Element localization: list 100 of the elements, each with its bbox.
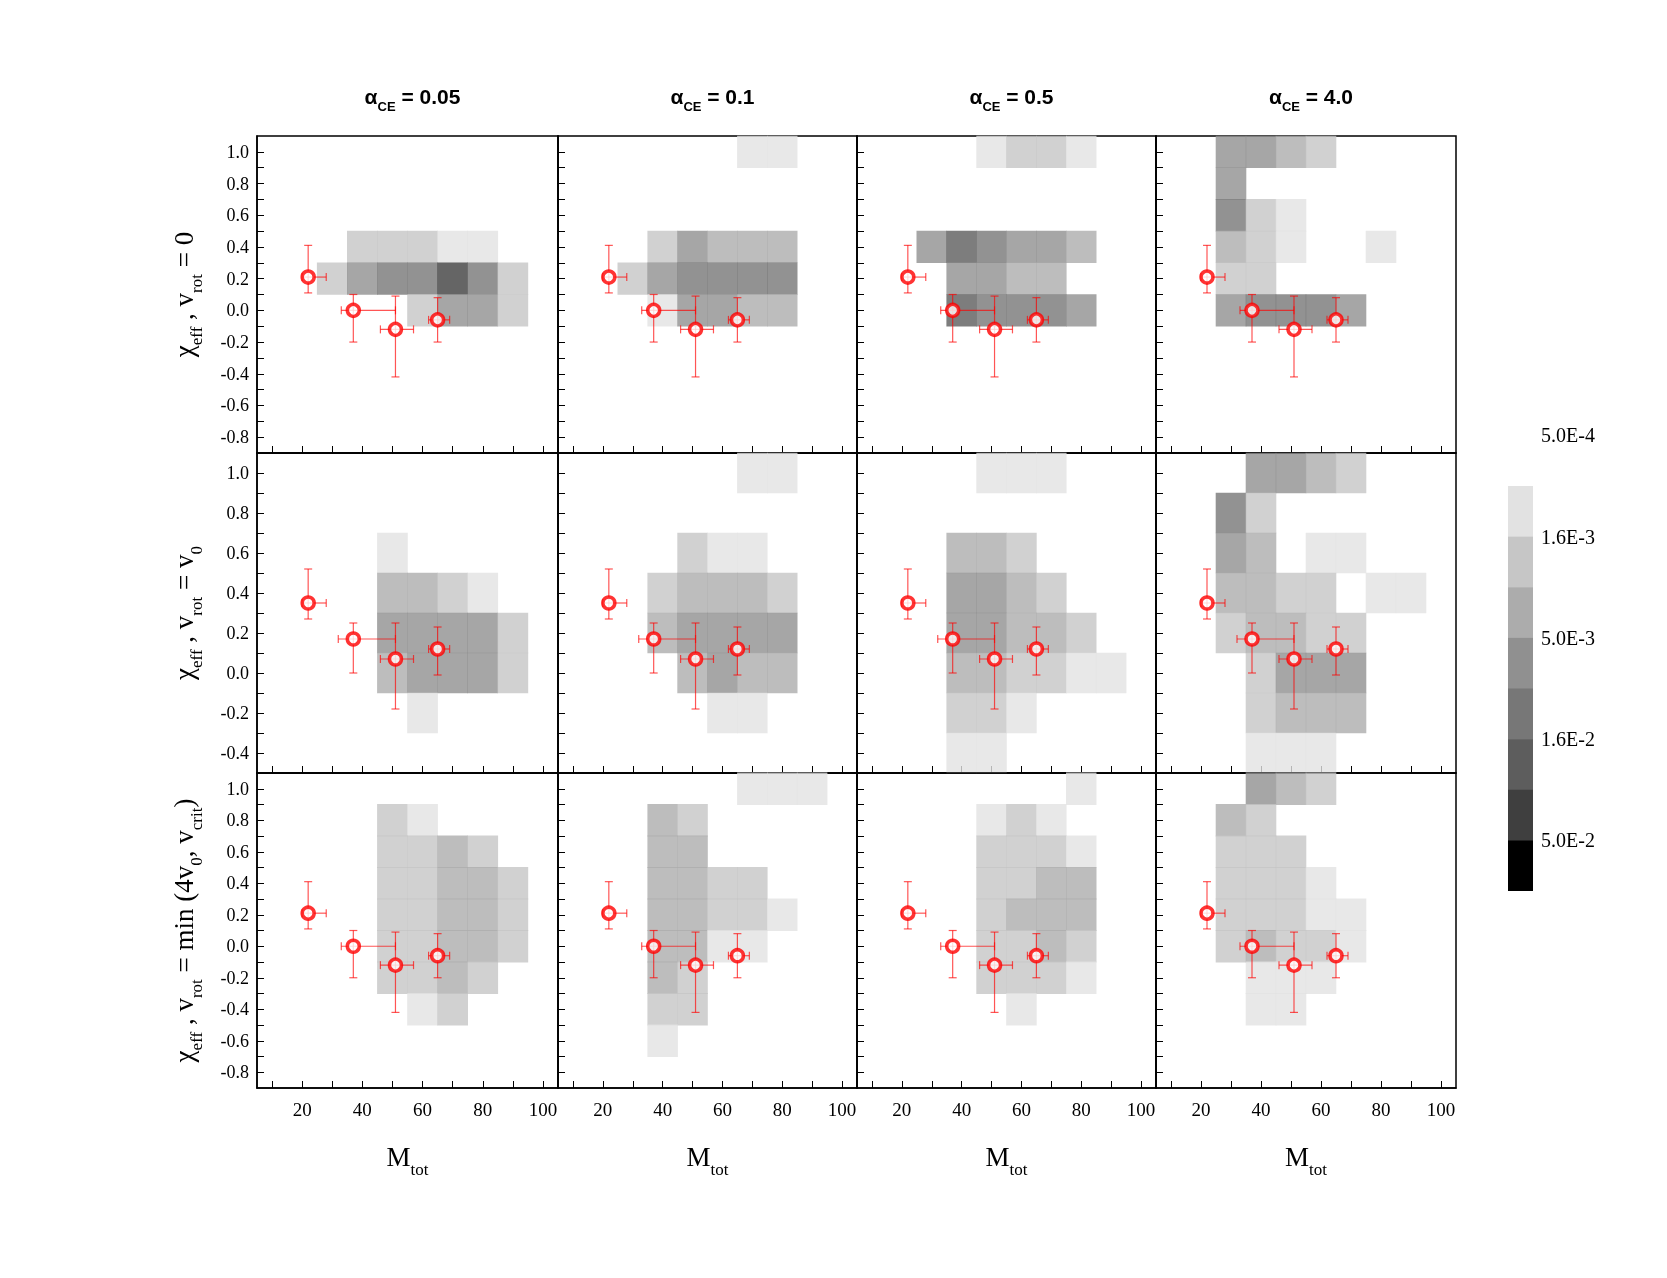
point	[677, 803, 708, 837]
point	[407, 898, 438, 932]
point	[1036, 961, 1067, 995]
point	[767, 898, 798, 932]
point	[1215, 612, 1247, 654]
point	[1006, 612, 1037, 654]
point	[1335, 532, 1367, 574]
point	[467, 866, 499, 900]
point	[316, 262, 348, 295]
point	[677, 612, 708, 654]
point	[1006, 898, 1037, 932]
point	[707, 692, 738, 734]
point	[737, 135, 768, 168]
point	[767, 135, 798, 168]
point	[1036, 835, 1067, 869]
point	[647, 262, 678, 295]
point	[1006, 135, 1037, 168]
point	[737, 898, 768, 932]
point	[1365, 572, 1397, 614]
point	[1305, 961, 1337, 995]
point	[976, 612, 1007, 654]
point	[677, 992, 708, 1026]
y-tick-label: -0.4	[220, 743, 249, 763]
point	[1215, 929, 1247, 963]
point	[916, 230, 947, 264]
point	[437, 652, 468, 694]
point	[796, 772, 828, 806]
y-tick-label: 0.2	[226, 268, 249, 289]
point	[437, 961, 468, 995]
point	[1006, 961, 1037, 995]
point	[601, 595, 617, 611]
point	[407, 612, 438, 654]
point	[1305, 866, 1337, 900]
point	[946, 262, 977, 295]
point	[467, 835, 499, 869]
point	[986, 651, 1003, 667]
point	[707, 898, 738, 932]
point	[1275, 992, 1307, 1026]
point	[767, 572, 798, 614]
point	[1245, 532, 1277, 574]
point	[1328, 947, 1344, 964]
point	[737, 294, 768, 327]
y-tick-label: 1.0	[226, 141, 249, 162]
point	[407, 230, 438, 264]
point	[976, 572, 1007, 614]
point	[1305, 732, 1337, 774]
point	[707, 652, 738, 694]
point	[407, 572, 438, 614]
point	[1036, 572, 1067, 614]
point	[497, 866, 529, 900]
point	[1275, 135, 1307, 168]
point	[1275, 772, 1307, 806]
point	[677, 230, 708, 264]
point	[437, 230, 468, 264]
point	[1305, 294, 1337, 327]
y-tick-label: 0.4	[226, 583, 249, 603]
point	[1215, 262, 1247, 295]
point	[1066, 230, 1097, 264]
point	[407, 961, 438, 995]
point	[437, 898, 468, 932]
point	[976, 135, 1007, 168]
point	[1036, 262, 1067, 295]
point	[737, 652, 768, 694]
y-axis-title: χeff , vrot = 0	[168, 231, 206, 359]
point	[677, 866, 708, 900]
point	[946, 572, 977, 614]
point	[467, 572, 499, 614]
y-tick-label: 0.0	[226, 663, 249, 683]
y-tick-label: 0.4	[226, 236, 249, 257]
point	[407, 835, 438, 869]
point	[1036, 803, 1067, 837]
point	[767, 294, 798, 327]
point	[347, 230, 378, 264]
point	[1199, 905, 1215, 921]
point	[497, 898, 529, 932]
point	[1036, 294, 1067, 327]
point	[1275, 230, 1307, 264]
point	[767, 230, 798, 264]
point	[1305, 772, 1337, 806]
point	[976, 532, 1007, 574]
point	[437, 835, 468, 869]
point	[1335, 294, 1367, 327]
point	[1215, 898, 1247, 932]
point	[1335, 452, 1367, 494]
point	[976, 262, 1007, 295]
point	[467, 961, 499, 995]
y-tick-label: 0.8	[226, 810, 249, 831]
text: χeff , vrot = min (4v0, vcrit)	[168, 798, 206, 1063]
point	[1006, 866, 1037, 900]
point	[437, 612, 468, 654]
point	[1286, 957, 1302, 973]
point	[1275, 692, 1307, 734]
point	[387, 957, 404, 973]
point	[647, 803, 678, 837]
point	[986, 321, 1003, 338]
point	[737, 532, 768, 574]
point	[976, 835, 1007, 869]
point	[707, 230, 738, 264]
point	[677, 929, 708, 963]
point	[437, 866, 468, 900]
